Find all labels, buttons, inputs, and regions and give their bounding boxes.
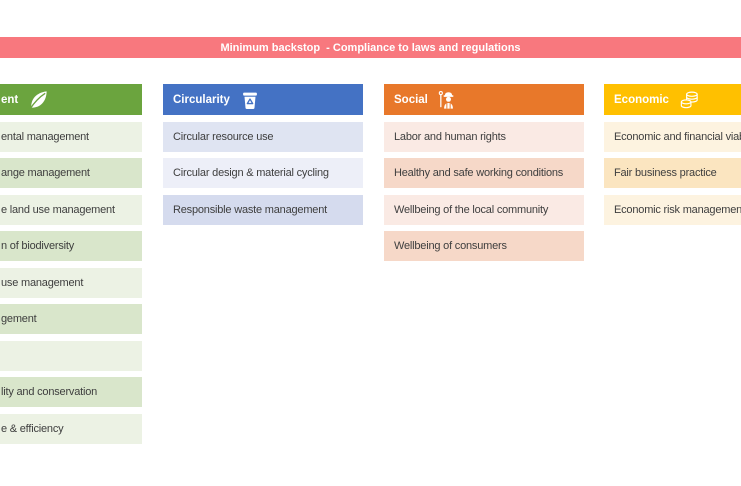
list-item: use management <box>0 267 142 298</box>
column-social: Social Labor and human rights Healthy an… <box>384 84 584 261</box>
column-social-header: Social <box>384 84 584 115</box>
list-item: Fair business practice <box>604 158 741 188</box>
list-item: Responsible waste management <box>163 194 363 225</box>
list-item: Healthy and safe working conditions <box>384 158 584 188</box>
list-item: ange management <box>0 158 142 188</box>
list-item: gement <box>0 304 142 334</box>
list-item: Circular resource use <box>163 121 363 152</box>
minimum-backstop-banner: Minimum backstop - Compliance to laws an… <box>0 37 741 58</box>
list-item: n of biodiversity <box>0 231 142 261</box>
recycle-bin-icon <box>239 89 261 111</box>
list-item: Economic risk management <box>604 194 741 225</box>
coins-icon <box>678 88 701 111</box>
column-circularity: Circularity Circular resource use Circul… <box>163 84 363 225</box>
column-environment-title: ent <box>1 93 19 106</box>
list-item: ental management <box>0 121 142 152</box>
list-item: lity and conservation <box>0 377 142 407</box>
column-social-title: Social <box>394 93 428 106</box>
list-item: Wellbeing of consumers <box>384 231 584 261</box>
leaf-icon <box>27 88 50 111</box>
column-environment: ent ental management ange management e l… <box>0 84 142 444</box>
list-item <box>0 340 142 371</box>
list-item: Wellbeing of the local community <box>384 194 584 225</box>
column-economic-header: Economic <box>604 84 741 115</box>
list-item: Labor and human rights <box>384 121 584 152</box>
column-circularity-header: Circularity <box>163 84 363 115</box>
column-environment-header: ent <box>0 84 142 115</box>
list-item: e & efficiency <box>0 413 142 444</box>
list-item: Economic and financial viability <box>604 121 741 152</box>
column-circularity-title: Circularity <box>173 93 230 106</box>
list-item: Circular design & material cycling <box>163 158 363 188</box>
farmer-icon <box>437 88 460 111</box>
column-economic-title: Economic <box>614 93 669 106</box>
list-item: e land use management <box>0 194 142 225</box>
column-economic: Economic Economic and financial viabilit… <box>604 84 741 225</box>
